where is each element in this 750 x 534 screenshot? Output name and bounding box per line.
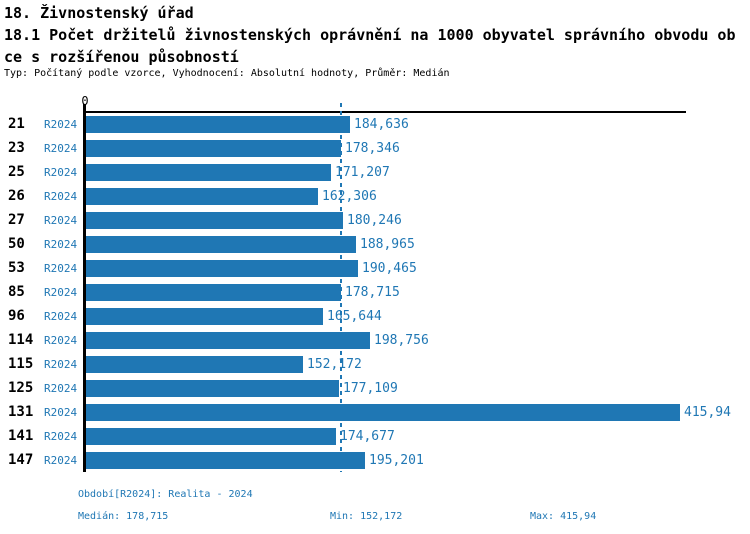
row-bar: [86, 140, 341, 157]
row-period-label: R2024: [44, 382, 78, 395]
row-id-label: 23: [8, 140, 25, 156]
chart-row: 50 R2024 188,965: [0, 236, 750, 253]
row-period-label: R2024: [44, 214, 78, 227]
row-value-label: 165,644: [327, 309, 382, 324]
row-bar: [86, 260, 358, 277]
x-axis-line: [83, 111, 686, 113]
row-id-label: 115: [8, 356, 34, 372]
row-id-label: 53: [8, 260, 25, 276]
row-period-label: R2024: [44, 190, 78, 203]
chart-row: 85 R2024 178,715: [0, 284, 750, 301]
row-bar: [86, 380, 339, 397]
row-value-label: 415,94: [684, 405, 731, 420]
row-period-label: R2024: [44, 238, 78, 251]
chart-row: 125 R2024 177,109: [0, 380, 750, 397]
row-period-label: R2024: [44, 286, 78, 299]
legend-max: Max: 415,94: [530, 511, 597, 522]
report-title: 18. Živnostenský úřad: [4, 4, 194, 22]
chart-row: 114 R2024 198,756: [0, 332, 750, 349]
chart-row: 21 R2024 184,636: [0, 116, 750, 133]
legend-median: Medián: 178,715: [78, 511, 169, 522]
row-value-label: 162,306: [322, 189, 377, 204]
row-period-label: R2024: [44, 262, 78, 275]
row-period-label: R2024: [44, 358, 78, 371]
row-bar: [86, 236, 356, 253]
chart-row: 115 R2024 152,172: [0, 356, 750, 373]
row-id-label: 141: [8, 428, 34, 444]
row-value-label: 198,756: [374, 333, 429, 348]
row-bar: [86, 404, 680, 421]
row-bar: [86, 332, 370, 349]
row-id-label: 27: [8, 212, 25, 228]
chart-row: 26 R2024 162,306: [0, 188, 750, 205]
row-period-label: R2024: [44, 118, 78, 131]
row-bar: [86, 116, 350, 133]
row-id-label: 131: [8, 404, 34, 420]
chart-row: 131 R2024 415,94: [0, 404, 750, 421]
legend-period: Období[R2024]: Realita - 2024: [78, 489, 253, 500]
row-bar: [86, 428, 336, 445]
row-id-label: 21: [8, 116, 25, 132]
row-value-label: 178,715: [345, 285, 400, 300]
chart-row: 141 R2024 174,677: [0, 428, 750, 445]
row-bar: [86, 284, 341, 301]
row-value-label: 190,465: [362, 261, 417, 276]
row-value-label: 184,636: [354, 117, 409, 132]
row-id-label: 50: [8, 236, 25, 252]
row-id-label: 85: [8, 284, 25, 300]
median-line: [340, 103, 342, 472]
chart-row: 96 R2024 165,644: [0, 308, 750, 325]
report-subtitle-line1: 18.1 Počet držitelů živnostenských opráv…: [4, 26, 736, 44]
row-id-label: 114: [8, 332, 34, 348]
row-value-label: 152,172: [307, 357, 362, 372]
row-value-label: 195,201: [369, 453, 424, 468]
row-period-label: R2024: [44, 310, 78, 323]
row-bar: [86, 308, 323, 325]
row-id-label: 96: [8, 308, 25, 324]
row-value-label: 177,109: [343, 381, 398, 396]
legend-min: Min: 152,172: [330, 511, 403, 522]
row-period-label: R2024: [44, 334, 78, 347]
y-axis-line: [83, 104, 86, 472]
row-period-label: R2024: [44, 406, 78, 419]
row-id-label: 147: [8, 452, 34, 468]
row-value-label: 188,965: [360, 237, 415, 252]
row-id-label: 25: [8, 164, 25, 180]
row-bar: [86, 356, 303, 373]
chart-row: 23 R2024 178,346: [0, 140, 750, 157]
row-value-label: 174,677: [340, 429, 395, 444]
chart-row: 147 R2024 195,201: [0, 452, 750, 469]
report-subtitle-line2: ce s rozšířenou působností: [4, 48, 239, 66]
chart-row: 25 R2024 171,207: [0, 164, 750, 181]
row-bar: [86, 212, 343, 229]
chart-row: 53 R2024 190,465: [0, 260, 750, 277]
row-period-label: R2024: [44, 166, 78, 179]
row-period-label: R2024: [44, 430, 78, 443]
row-period-label: R2024: [44, 142, 78, 155]
row-value-label: 171,207: [335, 165, 390, 180]
chart-row: 27 R2024 180,246: [0, 212, 750, 229]
row-bar: [86, 452, 365, 469]
row-period-label: R2024: [44, 454, 78, 467]
x-axis-zero-label: 0: [81, 94, 89, 108]
report-meta: Typ: Počítaný podle vzorce, Vyhodnocení:…: [4, 68, 450, 79]
row-value-label: 180,246: [347, 213, 402, 228]
row-id-label: 125: [8, 380, 34, 396]
row-bar: [86, 188, 318, 205]
row-bar: [86, 164, 331, 181]
row-id-label: 26: [8, 188, 25, 204]
row-value-label: 178,346: [345, 141, 400, 156]
